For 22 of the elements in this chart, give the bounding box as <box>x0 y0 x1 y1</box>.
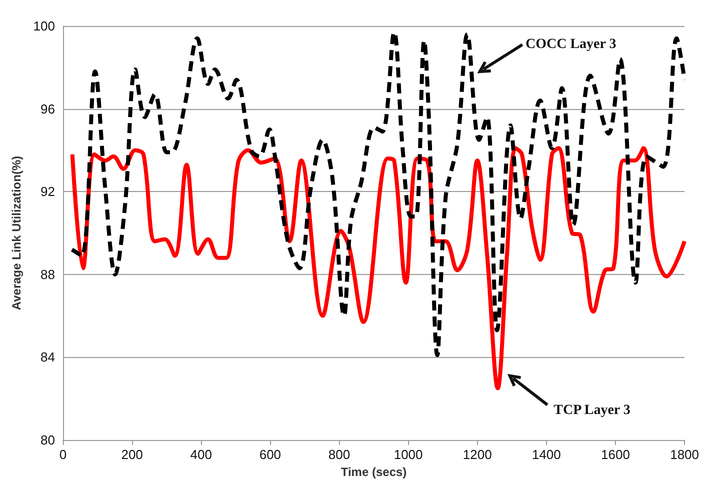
text: TCP Layer 3 <box>554 403 630 418</box>
y-tick-label: 100 <box>33 18 55 34</box>
series-label: COCC Layer 3 <box>526 36 616 52</box>
y-axis-title: Average Link Utilization(%) <box>9 156 24 310</box>
x-tick-label: 200 <box>121 447 143 462</box>
y-tick-label: 88 <box>40 266 55 282</box>
y-tick-label: 96 <box>40 101 55 116</box>
x-tick-label: 400 <box>190 447 212 462</box>
x-tick-label: 800 <box>328 447 350 462</box>
x-tick-label: 1000 <box>394 447 423 462</box>
y-tick-label: 80 <box>40 432 55 448</box>
x-tick-label: 1600 <box>601 447 630 462</box>
y-tick-label: 84 <box>40 350 55 365</box>
x-tick-label: 1200 <box>462 447 492 462</box>
line-series <box>70 30 687 358</box>
x-tick-label: 1400 <box>532 447 561 462</box>
x-axis-title: Time (secs) <box>340 465 407 479</box>
x-tick-label: 1800 <box>670 447 699 462</box>
line-series <box>70 146 687 390</box>
x-tick-label: 600 <box>259 447 282 462</box>
x-tick-label: 0 <box>59 447 67 462</box>
y-tick-label: 92 <box>40 184 55 200</box>
